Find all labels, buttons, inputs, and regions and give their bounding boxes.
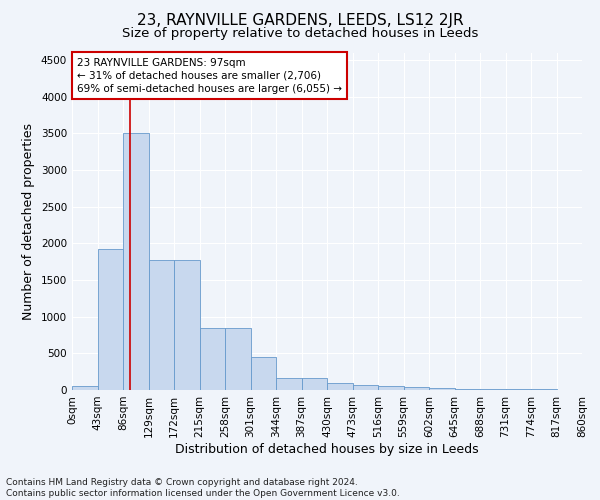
Text: 23, RAYNVILLE GARDENS, LEEDS, LS12 2JR: 23, RAYNVILLE GARDENS, LEEDS, LS12 2JR	[137, 12, 463, 28]
Bar	[378, 386, 404, 390]
Bar	[174, 260, 199, 390]
Bar	[123, 133, 149, 390]
Bar	[327, 384, 353, 390]
Bar	[455, 388, 480, 390]
Bar	[429, 388, 455, 390]
Bar	[480, 389, 505, 390]
Y-axis label: Number of detached properties: Number of detached properties	[22, 122, 35, 320]
Bar	[225, 328, 251, 390]
Text: 23 RAYNVILLE GARDENS: 97sqm
← 31% of detached houses are smaller (2,706)
69% of : 23 RAYNVILLE GARDENS: 97sqm ← 31% of det…	[77, 58, 342, 94]
Text: Size of property relative to detached houses in Leeds: Size of property relative to detached ho…	[122, 28, 478, 40]
Bar	[251, 356, 276, 390]
Bar	[276, 378, 302, 390]
Bar	[353, 385, 378, 390]
X-axis label: Distribution of detached houses by size in Leeds: Distribution of detached houses by size …	[175, 442, 479, 456]
Bar	[72, 386, 97, 390]
Text: Contains HM Land Registry data © Crown copyright and database right 2024.
Contai: Contains HM Land Registry data © Crown c…	[6, 478, 400, 498]
Bar	[149, 260, 174, 390]
Bar	[404, 387, 429, 390]
Bar	[199, 328, 225, 390]
Bar	[97, 249, 123, 390]
Bar	[302, 378, 327, 390]
